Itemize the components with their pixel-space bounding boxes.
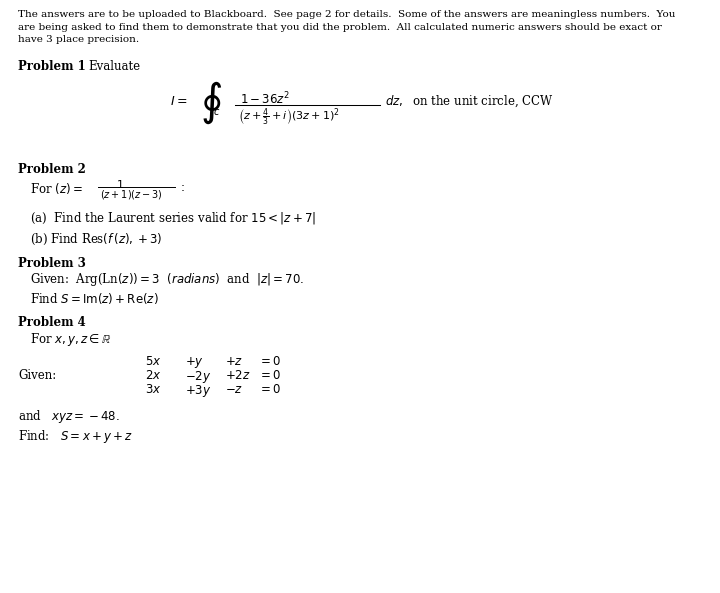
Text: $3x$: $3x$ [145, 383, 161, 396]
Text: $= 0$: $= 0$ [258, 383, 281, 396]
Text: $(z+1)(z-3)$: $(z+1)(z-3)$ [100, 188, 163, 201]
Text: $c$: $c$ [213, 107, 220, 117]
Text: Given:  Arg(Ln$(z)) = 3$  $(radians)$  and  $|z| = 70.$: Given: Arg(Ln$(z)) = 3$ $(radians)$ and … [30, 271, 305, 288]
Text: The answers are to be uploaded to Blackboard.  See page 2 for details.  Some of : The answers are to be uploaded to Blackb… [18, 10, 675, 44]
Text: Problem 3: Problem 3 [18, 257, 86, 270]
Text: $1$: $1$ [116, 178, 124, 190]
Text: Problem 4: Problem 4 [18, 316, 86, 329]
Text: Given:: Given: [18, 369, 56, 382]
Text: (b) Find Res$(f\,(z), +3)$: (b) Find Res$(f\,(z), +3)$ [30, 232, 163, 247]
Text: $= 0$: $= 0$ [258, 355, 281, 368]
Text: Find $S = \mathrm{Im}(z) + \mathrm{Re}(z)$: Find $S = \mathrm{Im}(z) + \mathrm{Re}(z… [30, 291, 158, 306]
Text: $+y$: $+y$ [185, 355, 204, 370]
Text: Problem 2: Problem 2 [18, 163, 86, 176]
Text: $2x$: $2x$ [145, 369, 161, 382]
Text: (a)  Find the Laurent series valid for $15 < |z + 7|$: (a) Find the Laurent series valid for $1… [30, 210, 317, 226]
Text: $1-36z^2$: $1-36z^2$ [240, 91, 290, 107]
Text: $I =$: $I =$ [170, 95, 187, 108]
Text: $:$: $:$ [178, 181, 185, 194]
Text: $+z$: $+z$ [225, 355, 243, 368]
Text: Problem 1: Problem 1 [18, 60, 86, 73]
Text: For $x, y, z \in \mathbb{R}$: For $x, y, z \in \mathbb{R}$ [30, 331, 112, 348]
Text: $\left(z+\frac{4}{3}+i\right)(3z+1)^2$: $\left(z+\frac{4}{3}+i\right)(3z+1)^2$ [238, 107, 340, 128]
Text: $-z$: $-z$ [225, 383, 243, 396]
Text: and   $xyz = -48.$: and $xyz = -48.$ [18, 408, 120, 425]
Text: For $(z) = $: For $(z) = $ [30, 181, 83, 196]
Text: $-2y$: $-2y$ [185, 369, 212, 385]
Text: $+2z$: $+2z$ [225, 369, 251, 382]
Text: $\oint$: $\oint$ [200, 80, 222, 126]
Text: $5x$: $5x$ [145, 355, 161, 368]
Text: Evaluate: Evaluate [88, 60, 140, 73]
Text: $= 0$: $= 0$ [258, 369, 281, 382]
Text: $+3y$: $+3y$ [185, 383, 212, 399]
Text: Find:   $S = x + y + z$: Find: $S = x + y + z$ [18, 428, 133, 445]
Text: $dz,$  on the unit circle, CCW: $dz,$ on the unit circle, CCW [385, 93, 554, 109]
